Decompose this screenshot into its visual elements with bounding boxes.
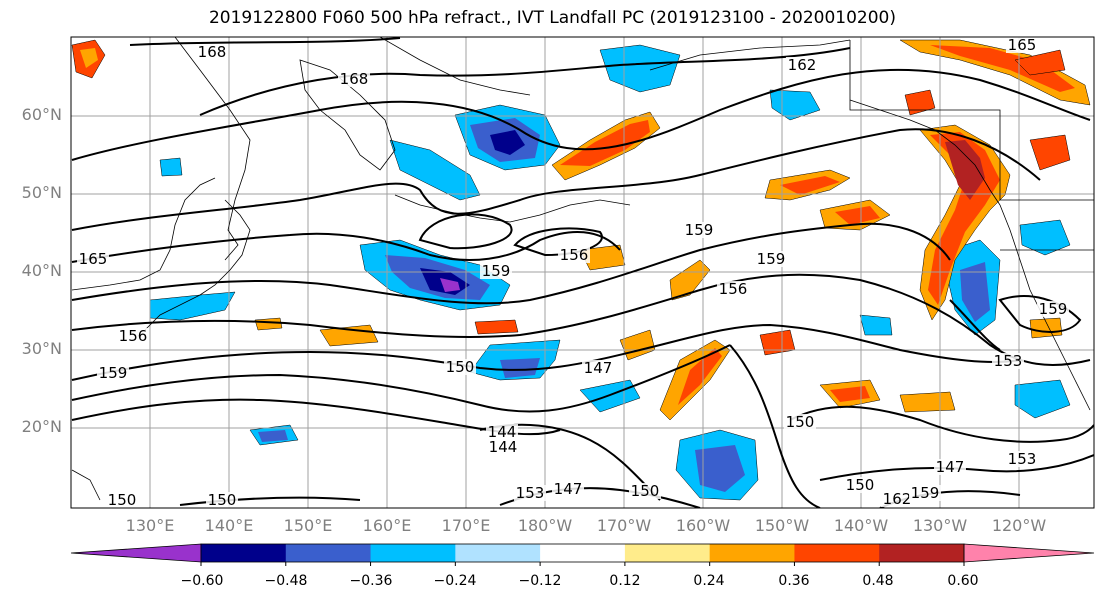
colorbar-tick-label: −0.60	[172, 573, 232, 589]
colorbar-swatch	[286, 544, 371, 562]
lon-label-140w: 140°W	[821, 516, 901, 535]
lon-label-150w: 150°W	[742, 516, 822, 535]
colorbar-extend-max	[964, 544, 1094, 562]
lon-label-130w: 130°W	[900, 516, 980, 535]
contour-label: 156	[719, 280, 748, 298]
contour-label: 159	[911, 484, 940, 502]
lat-label-30n: 30°N	[6, 339, 62, 358]
contour-label: 159	[685, 221, 714, 239]
colorbar-tick-label: −0.12	[510, 573, 570, 589]
contour-label: 153	[994, 352, 1023, 370]
lon-label-130e: 130°E	[110, 516, 190, 535]
contour-label: 147	[554, 480, 583, 498]
colorbar-swatch	[625, 544, 710, 562]
colorbar-tick-label: 0.48	[848, 573, 908, 589]
lat-label-20n: 20°N	[6, 417, 62, 436]
contour-label: 168	[340, 70, 369, 88]
contour-label: 168	[198, 43, 227, 61]
lon-label-120w: 120°W	[979, 516, 1059, 535]
lat-label-40n: 40°N	[6, 261, 62, 280]
contour-label: 165	[1008, 36, 1037, 54]
lon-label-170e: 170°E	[426, 516, 506, 535]
contour-label: 153	[516, 484, 545, 502]
lon-label-160w: 160°W	[663, 516, 743, 535]
map-canvas: 168168162165165 156159159159156156159 150 1…	[0, 0, 1105, 601]
colorbar-swatch	[794, 544, 879, 562]
contour-label: 162	[883, 490, 912, 508]
contour-label: 150	[786, 413, 815, 431]
lon-label-160e: 160°E	[347, 516, 427, 535]
colorbar-swatch	[540, 544, 625, 562]
colorbar-swatch	[455, 544, 540, 562]
colorbar-swatch	[201, 544, 286, 562]
contour-label: 159	[482, 262, 511, 280]
colorbar-tick-label: 0.60	[933, 573, 993, 589]
contour-label: 150	[446, 358, 475, 376]
contour-label: 165	[79, 250, 108, 268]
contour-label: 153	[1008, 450, 1037, 468]
colorbar-tick-label: 0.24	[679, 573, 739, 589]
lon-label-140e: 140°E	[189, 516, 269, 535]
lon-label-150e: 150°E	[268, 516, 348, 535]
colorbar-extend-min	[71, 544, 201, 562]
contour-label: 150	[846, 476, 875, 494]
contour-label: 159	[1039, 300, 1068, 318]
contour-label: 159	[757, 250, 786, 268]
contour-label: 150	[631, 482, 660, 500]
colorbar-tick-label: −0.48	[256, 573, 316, 589]
colorbar-swatch	[879, 544, 964, 562]
contour-label: 150	[208, 491, 237, 509]
contour-label: 156	[119, 327, 148, 345]
contour-label: 162	[788, 56, 817, 74]
contour-label: 159	[99, 364, 128, 382]
contour-label: 156	[560, 246, 589, 264]
colorbar-tick-label: 0.36	[764, 573, 824, 589]
contour-label: 147	[584, 359, 613, 377]
contour-label: 144	[489, 438, 518, 456]
colorbar-swatch	[710, 544, 795, 562]
colorbar-swatch	[371, 544, 456, 562]
lon-label-170w: 170°W	[584, 516, 664, 535]
lon-label-180w: 180°W	[505, 516, 585, 535]
lat-label-50n: 50°N	[6, 183, 62, 202]
contour-label: 150	[108, 491, 137, 509]
colorbar	[71, 544, 1094, 566]
colorbar-tick-label: 0.12	[595, 573, 655, 589]
colorbar-tick-label: −0.24	[425, 573, 485, 589]
contour-label: 147	[936, 458, 965, 476]
lat-label-60n: 60°N	[6, 105, 62, 124]
colorbar-tick-label: −0.36	[341, 573, 401, 589]
